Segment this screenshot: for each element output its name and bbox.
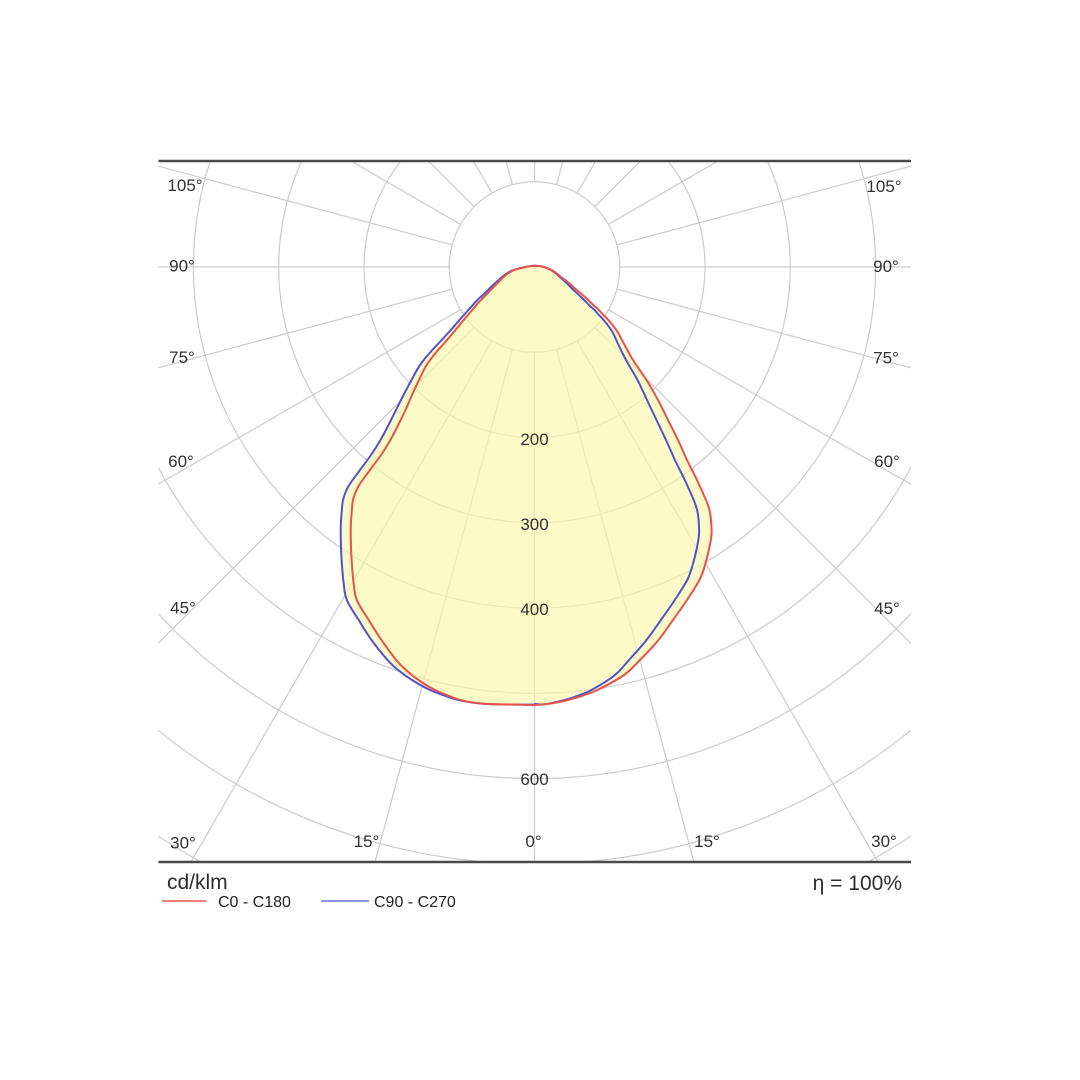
svg-text:45°: 45° (874, 599, 900, 618)
svg-text:60°: 60° (168, 452, 194, 471)
svg-text:75°: 75° (873, 349, 899, 368)
svg-text:400: 400 (520, 600, 548, 619)
svg-text:cd/klm: cd/klm (167, 871, 228, 894)
svg-text:60°: 60° (874, 452, 900, 471)
svg-text:90°: 90° (169, 257, 195, 276)
svg-text:300: 300 (520, 515, 548, 534)
svg-text:105°: 105° (866, 177, 901, 196)
svg-text:105°: 105° (167, 176, 202, 195)
svg-text:C90 - C270: C90 - C270 (374, 894, 456, 911)
svg-text:90°: 90° (873, 257, 899, 276)
svg-text:η = 100%: η = 100% (813, 872, 902, 895)
svg-text:600: 600 (520, 770, 548, 789)
svg-text:0°: 0° (525, 832, 541, 851)
svg-text:30°: 30° (170, 834, 196, 853)
svg-text:30°: 30° (871, 832, 897, 851)
svg-text:45°: 45° (170, 599, 196, 618)
svg-text:C0 - C180: C0 - C180 (218, 894, 291, 911)
svg-text:15°: 15° (694, 832, 720, 851)
svg-text:200: 200 (520, 430, 548, 449)
svg-text:15°: 15° (354, 832, 380, 851)
svg-text:75°: 75° (169, 348, 195, 367)
